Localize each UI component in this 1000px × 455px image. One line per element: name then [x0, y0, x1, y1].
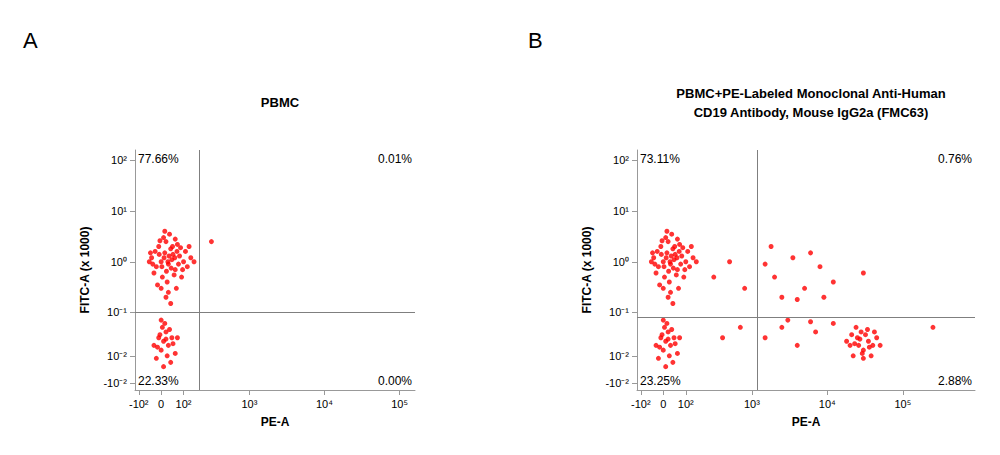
svg-text:-10⁻²: -10⁻²	[103, 377, 127, 389]
svg-text:-10²: -10²	[631, 398, 651, 410]
svg-text:10⁰: 10⁰	[111, 256, 127, 268]
svg-text:10¹: 10¹	[111, 205, 127, 217]
svg-text:-10²: -10²	[129, 398, 149, 410]
svg-text:0.00%: 0.00%	[378, 374, 412, 388]
svg-text:10⁴: 10⁴	[316, 398, 333, 410]
svg-text:PBMC+PE-Labeled Monoclonal Ant: PBMC+PE-Labeled Monoclonal Anti-Human	[676, 86, 945, 101]
svg-text:10⁻¹: 10⁻¹	[107, 306, 127, 318]
svg-text:10²: 10²	[613, 154, 629, 166]
svg-text:10⁻²: 10⁻²	[107, 350, 127, 362]
svg-text:-10⁻²: -10⁻²	[605, 377, 629, 389]
svg-text:0.01%: 0.01%	[378, 152, 412, 166]
svg-text:10⁻²: 10⁻²	[609, 350, 629, 362]
svg-text:10¹: 10¹	[613, 205, 629, 217]
svg-text:0.76%: 0.76%	[938, 152, 972, 166]
svg-text:10³: 10³	[744, 398, 760, 410]
svg-text:CD19 Antibody, Mouse IgG2a (FM: CD19 Antibody, Mouse IgG2a (FMC63)	[694, 105, 929, 120]
svg-text:FITC-A (x 1000): FITC-A (x 1000)	[580, 227, 594, 314]
svg-text:PBMC: PBMC	[261, 95, 300, 110]
svg-text:PE-A: PE-A	[792, 415, 821, 429]
svg-text:10²: 10²	[678, 398, 694, 410]
svg-text:FITC-A (x 1000): FITC-A (x 1000)	[78, 227, 92, 314]
svg-text:10⁵: 10⁵	[391, 398, 408, 410]
svg-text:10⁴: 10⁴	[819, 398, 836, 410]
svg-text:2.88%: 2.88%	[938, 374, 972, 388]
svg-text:B: B	[528, 28, 543, 53]
svg-text:PE-A: PE-A	[261, 415, 290, 429]
svg-text:10²: 10²	[176, 398, 192, 410]
svg-text:0: 0	[158, 398, 164, 410]
svg-text:10⁻¹: 10⁻¹	[609, 306, 629, 318]
svg-text:10³: 10³	[241, 398, 257, 410]
svg-text:10⁵: 10⁵	[894, 398, 911, 410]
svg-text:73.11%: 73.11%	[640, 152, 680, 166]
svg-text:10⁰: 10⁰	[613, 256, 629, 268]
svg-text:A: A	[23, 28, 38, 53]
svg-text:77.66%: 77.66%	[138, 152, 179, 166]
svg-text:0: 0	[660, 398, 666, 410]
svg-text:10²: 10²	[111, 154, 127, 166]
svg-text:23.25%: 23.25%	[640, 374, 681, 388]
svg-text:22.33%: 22.33%	[138, 374, 179, 388]
